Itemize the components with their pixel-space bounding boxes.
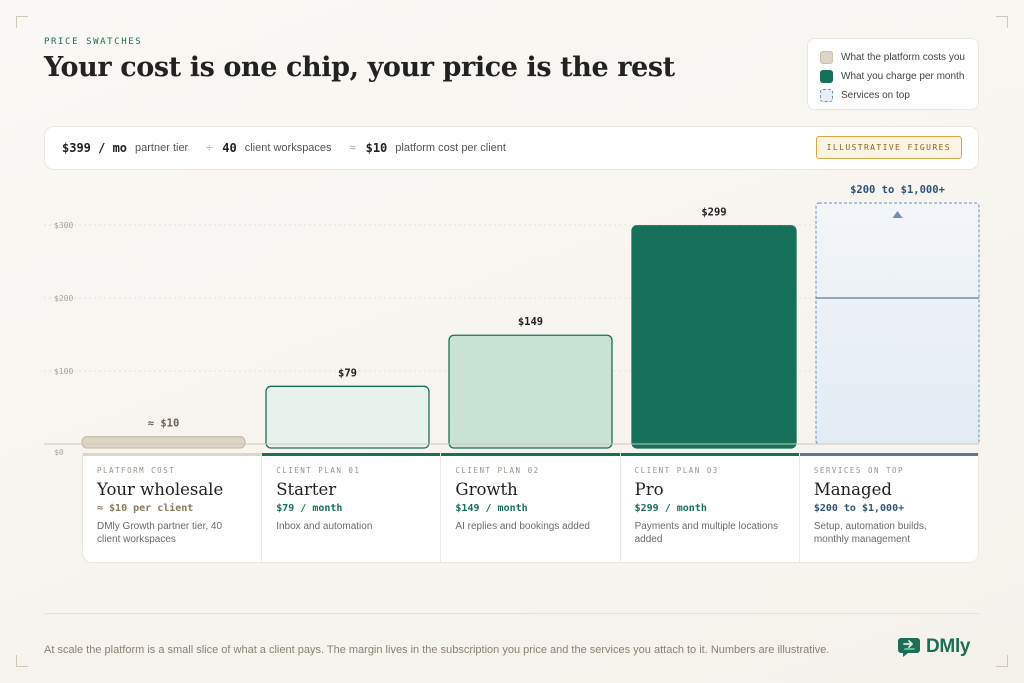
corner-mark-top-left bbox=[16, 16, 28, 28]
y-tick-label: $200 bbox=[54, 294, 73, 303]
plan-card-price: $200 to $1,000+ bbox=[813, 503, 905, 514]
y-tick-label: $0 bbox=[54, 448, 64, 457]
corner-mark-bottom-left bbox=[16, 655, 28, 667]
plan-card-name: Starter bbox=[276, 480, 337, 499]
plan-card-price: ≈ $10 per client bbox=[97, 503, 194, 514]
summary-divide-operator: ÷ bbox=[206, 142, 213, 154]
corner-mark-bottom-right bbox=[996, 655, 1008, 667]
plan-card-description: Inbox and automation bbox=[276, 521, 373, 532]
plan-card-accent-bar bbox=[262, 453, 441, 456]
brand-logo-text: DMly bbox=[926, 636, 971, 657]
plan-card: CLIENT PLAN 02 Growth $149 / month AI repli… bbox=[441, 453, 621, 562]
plan-card-name: Managed bbox=[813, 480, 892, 499]
legend-swatch-services bbox=[820, 89, 833, 102]
plan-card-name: Pro bbox=[634, 480, 664, 499]
bar-pro bbox=[631, 225, 797, 449]
legend-item-services: Services on top bbox=[820, 86, 978, 105]
footer-note: At scale the platform is a small slice o… bbox=[44, 644, 830, 656]
eyebrow-label: PRICE SWATCHES bbox=[44, 37, 143, 47]
plan-card-description: AI replies and bookings added bbox=[455, 521, 590, 532]
bar-starter bbox=[265, 385, 430, 449]
legend-label-charge: What you charge per month bbox=[841, 71, 965, 82]
plan-card-description: DMly Growth partner tier, 40 client work… bbox=[97, 521, 223, 545]
legend-label-cost: What the platform costs you bbox=[841, 52, 965, 63]
plan-card-price: $149 / month bbox=[455, 503, 528, 514]
bar-value-label: $299 bbox=[701, 207, 726, 219]
plan-card-description: Setup, automation builds, monthly manage… bbox=[813, 521, 927, 545]
footer-divider bbox=[44, 613, 979, 614]
bar-managed bbox=[815, 202, 980, 445]
summary-clients-label: client workspaces bbox=[244, 142, 332, 154]
plan-card-price: $299 / month bbox=[634, 503, 707, 514]
chat-bubble-arrow-icon bbox=[898, 638, 920, 657]
plan-card-price: $79 / month bbox=[276, 503, 343, 514]
bar-value-label: $200 to $1,000+ bbox=[850, 184, 945, 196]
summary-tier-value: $399 / mo bbox=[62, 141, 128, 155]
illustrative-figures-badge: ILLUSTRATIVE FIGURES bbox=[815, 136, 962, 159]
y-tick-label: $300 bbox=[54, 221, 73, 230]
plan-card-description: Payments and multiple locations added bbox=[634, 521, 779, 545]
corner-mark-top-right bbox=[996, 16, 1008, 28]
summary-clients-value: 40 bbox=[222, 141, 237, 155]
plan-card: PLATFORM COST Your wholesale ≈ $10 per cli… bbox=[83, 453, 263, 562]
plan-card: CLIENT PLAN 01 Starter $79 / month Inbox an… bbox=[262, 453, 442, 562]
plan-card-kicker: PLATFORM COST bbox=[97, 466, 176, 475]
brand-logo: DMly bbox=[898, 636, 971, 658]
legend-swatch-charge bbox=[820, 70, 833, 83]
legend-swatch-cost bbox=[820, 51, 833, 64]
summary-cost-label: platform cost per client bbox=[395, 142, 506, 154]
up-arrow-icon bbox=[892, 211, 903, 218]
plan-card-kicker: CLIENT PLAN 01 bbox=[276, 466, 361, 475]
summary-tier-label: partner tier bbox=[135, 142, 189, 154]
page-title: Your cost is one chip, your price is the… bbox=[44, 52, 675, 83]
plan-card-accent-bar bbox=[441, 453, 620, 456]
plan-card-kicker: CLIENT PLAN 02 bbox=[455, 466, 540, 475]
plan-cards: PLATFORM COST Your wholesale ≈ $10 per cli… bbox=[82, 453, 979, 563]
legend-item-cost: What the platform costs you bbox=[820, 48, 978, 67]
legend-label-services: Services on top bbox=[841, 90, 910, 101]
bar-value-label: $149 bbox=[518, 316, 543, 328]
bar-value-label: ≈ $10 bbox=[148, 418, 180, 430]
plan-card-kicker: CLIENT PLAN 03 bbox=[634, 466, 719, 475]
plan-card-accent-bar bbox=[620, 453, 799, 456]
plan-card-accent-bar bbox=[799, 453, 979, 456]
bar-value-label: $79 bbox=[338, 367, 357, 379]
summary-bar: $399 / mo partner tier ÷ 40 client works… bbox=[44, 126, 979, 170]
plan-card: CLIENT PLAN 03 Pro $299 / month Payments an… bbox=[620, 453, 800, 562]
legend-item-charge: What you charge per month bbox=[820, 67, 978, 86]
plan-card-name: Your wholesale bbox=[97, 480, 224, 499]
chart-legend: What the platform costs you What you cha… bbox=[807, 38, 979, 110]
summary-cost-value: $10 bbox=[365, 141, 388, 155]
bar-growth bbox=[448, 334, 613, 449]
plan-card-kicker: SERVICES ON TOP bbox=[813, 466, 905, 475]
plan-card-accent-bar bbox=[83, 453, 262, 456]
price-bar-chart: $0 $100 $200 $300 ≈ $10 $79 $149 $299 $200 to $1… bbox=[44, 184, 980, 457]
plan-card-name: Growth bbox=[455, 480, 518, 499]
summary-approx-operator: ≈ bbox=[349, 142, 356, 154]
y-tick-label: $100 bbox=[54, 367, 73, 376]
bar-your-wholesale bbox=[81, 436, 246, 449]
plan-card: SERVICES ON TOP Managed $200 to $1,000+ Set… bbox=[799, 453, 979, 562]
